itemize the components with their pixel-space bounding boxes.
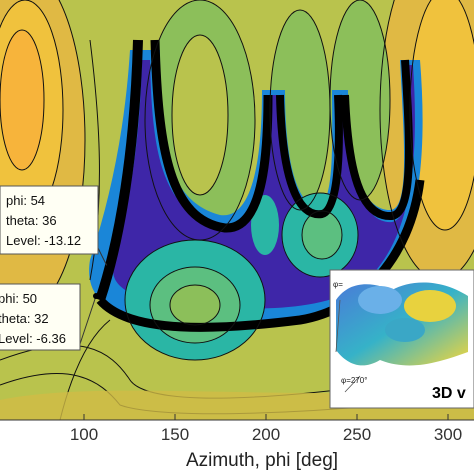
datatip-leader xyxy=(97,247,109,269)
datatip-box xyxy=(0,185,99,255)
datatip-line: Level: -6.36 xyxy=(0,331,66,346)
x-tick-label: 300 xyxy=(434,425,462,444)
datatip[interactable]: phi: 50 theta: 32 Level: -6.36 xyxy=(0,283,99,351)
contour-ribbon-2 xyxy=(150,39,273,233)
left-lobe-core xyxy=(0,30,44,170)
contour-field xyxy=(0,0,474,420)
contour-ring xyxy=(329,0,391,201)
datatip-line: theta: 36 xyxy=(6,213,57,228)
green-lobe-1-core xyxy=(172,35,228,195)
datatip-leader xyxy=(79,295,97,345)
datatip-line: Level: -13.12 xyxy=(6,233,81,248)
inset-peak xyxy=(404,290,456,322)
x-tick-label: 200 xyxy=(252,425,280,444)
basin-mid-core xyxy=(302,211,342,259)
right-lobe-inner xyxy=(410,0,474,230)
contour-ring xyxy=(409,0,474,231)
x-axis: 100 150 200 250 300 xyxy=(0,414,474,444)
contour-ring xyxy=(301,210,343,260)
contour-ring xyxy=(0,29,45,171)
datatip[interactable]: phi: 54 theta: 36 Level: -13.12 xyxy=(0,185,111,271)
x-tick-label: 250 xyxy=(343,425,371,444)
inset-label-phi: φ=270° xyxy=(341,376,367,385)
x-tick-label: 150 xyxy=(161,425,189,444)
datatip-line: theta: 32 xyxy=(0,311,49,326)
inset-peak xyxy=(385,318,425,342)
datatip-marker xyxy=(93,293,99,299)
inset-title: 3D v xyxy=(432,385,466,402)
inset-axis xyxy=(335,299,361,393)
contour-ribbon-4 xyxy=(341,59,413,220)
inset-label-top: φ= xyxy=(333,280,343,289)
datatip-box xyxy=(0,283,81,351)
contour-ring xyxy=(281,192,359,278)
basin-left-center xyxy=(170,285,220,325)
x-axis-label: Azimuth, phi [deg] xyxy=(186,450,338,471)
x-tick-label: 100 xyxy=(70,425,98,444)
datatip-marker xyxy=(105,265,111,271)
basin-center xyxy=(251,195,279,255)
contour-ribbon-3 xyxy=(276,94,343,219)
contour-ribbon-1 xyxy=(95,39,143,302)
contour-ring xyxy=(124,239,266,361)
inset-3d-view[interactable]: φ= φ=270° 3D v xyxy=(329,269,474,409)
contour-ring xyxy=(171,34,229,196)
datatip-line: phi: 50 xyxy=(0,291,37,306)
contour-ring xyxy=(149,266,241,344)
datatip-line: phi: 54 xyxy=(6,193,45,208)
contour-ribbon-5 xyxy=(96,179,425,332)
contour-ring xyxy=(169,284,221,326)
datatips: phi: 54 theta: 36 Level: -13.12 phi: 50 thet… xyxy=(0,185,111,351)
inset-peak xyxy=(358,286,402,314)
